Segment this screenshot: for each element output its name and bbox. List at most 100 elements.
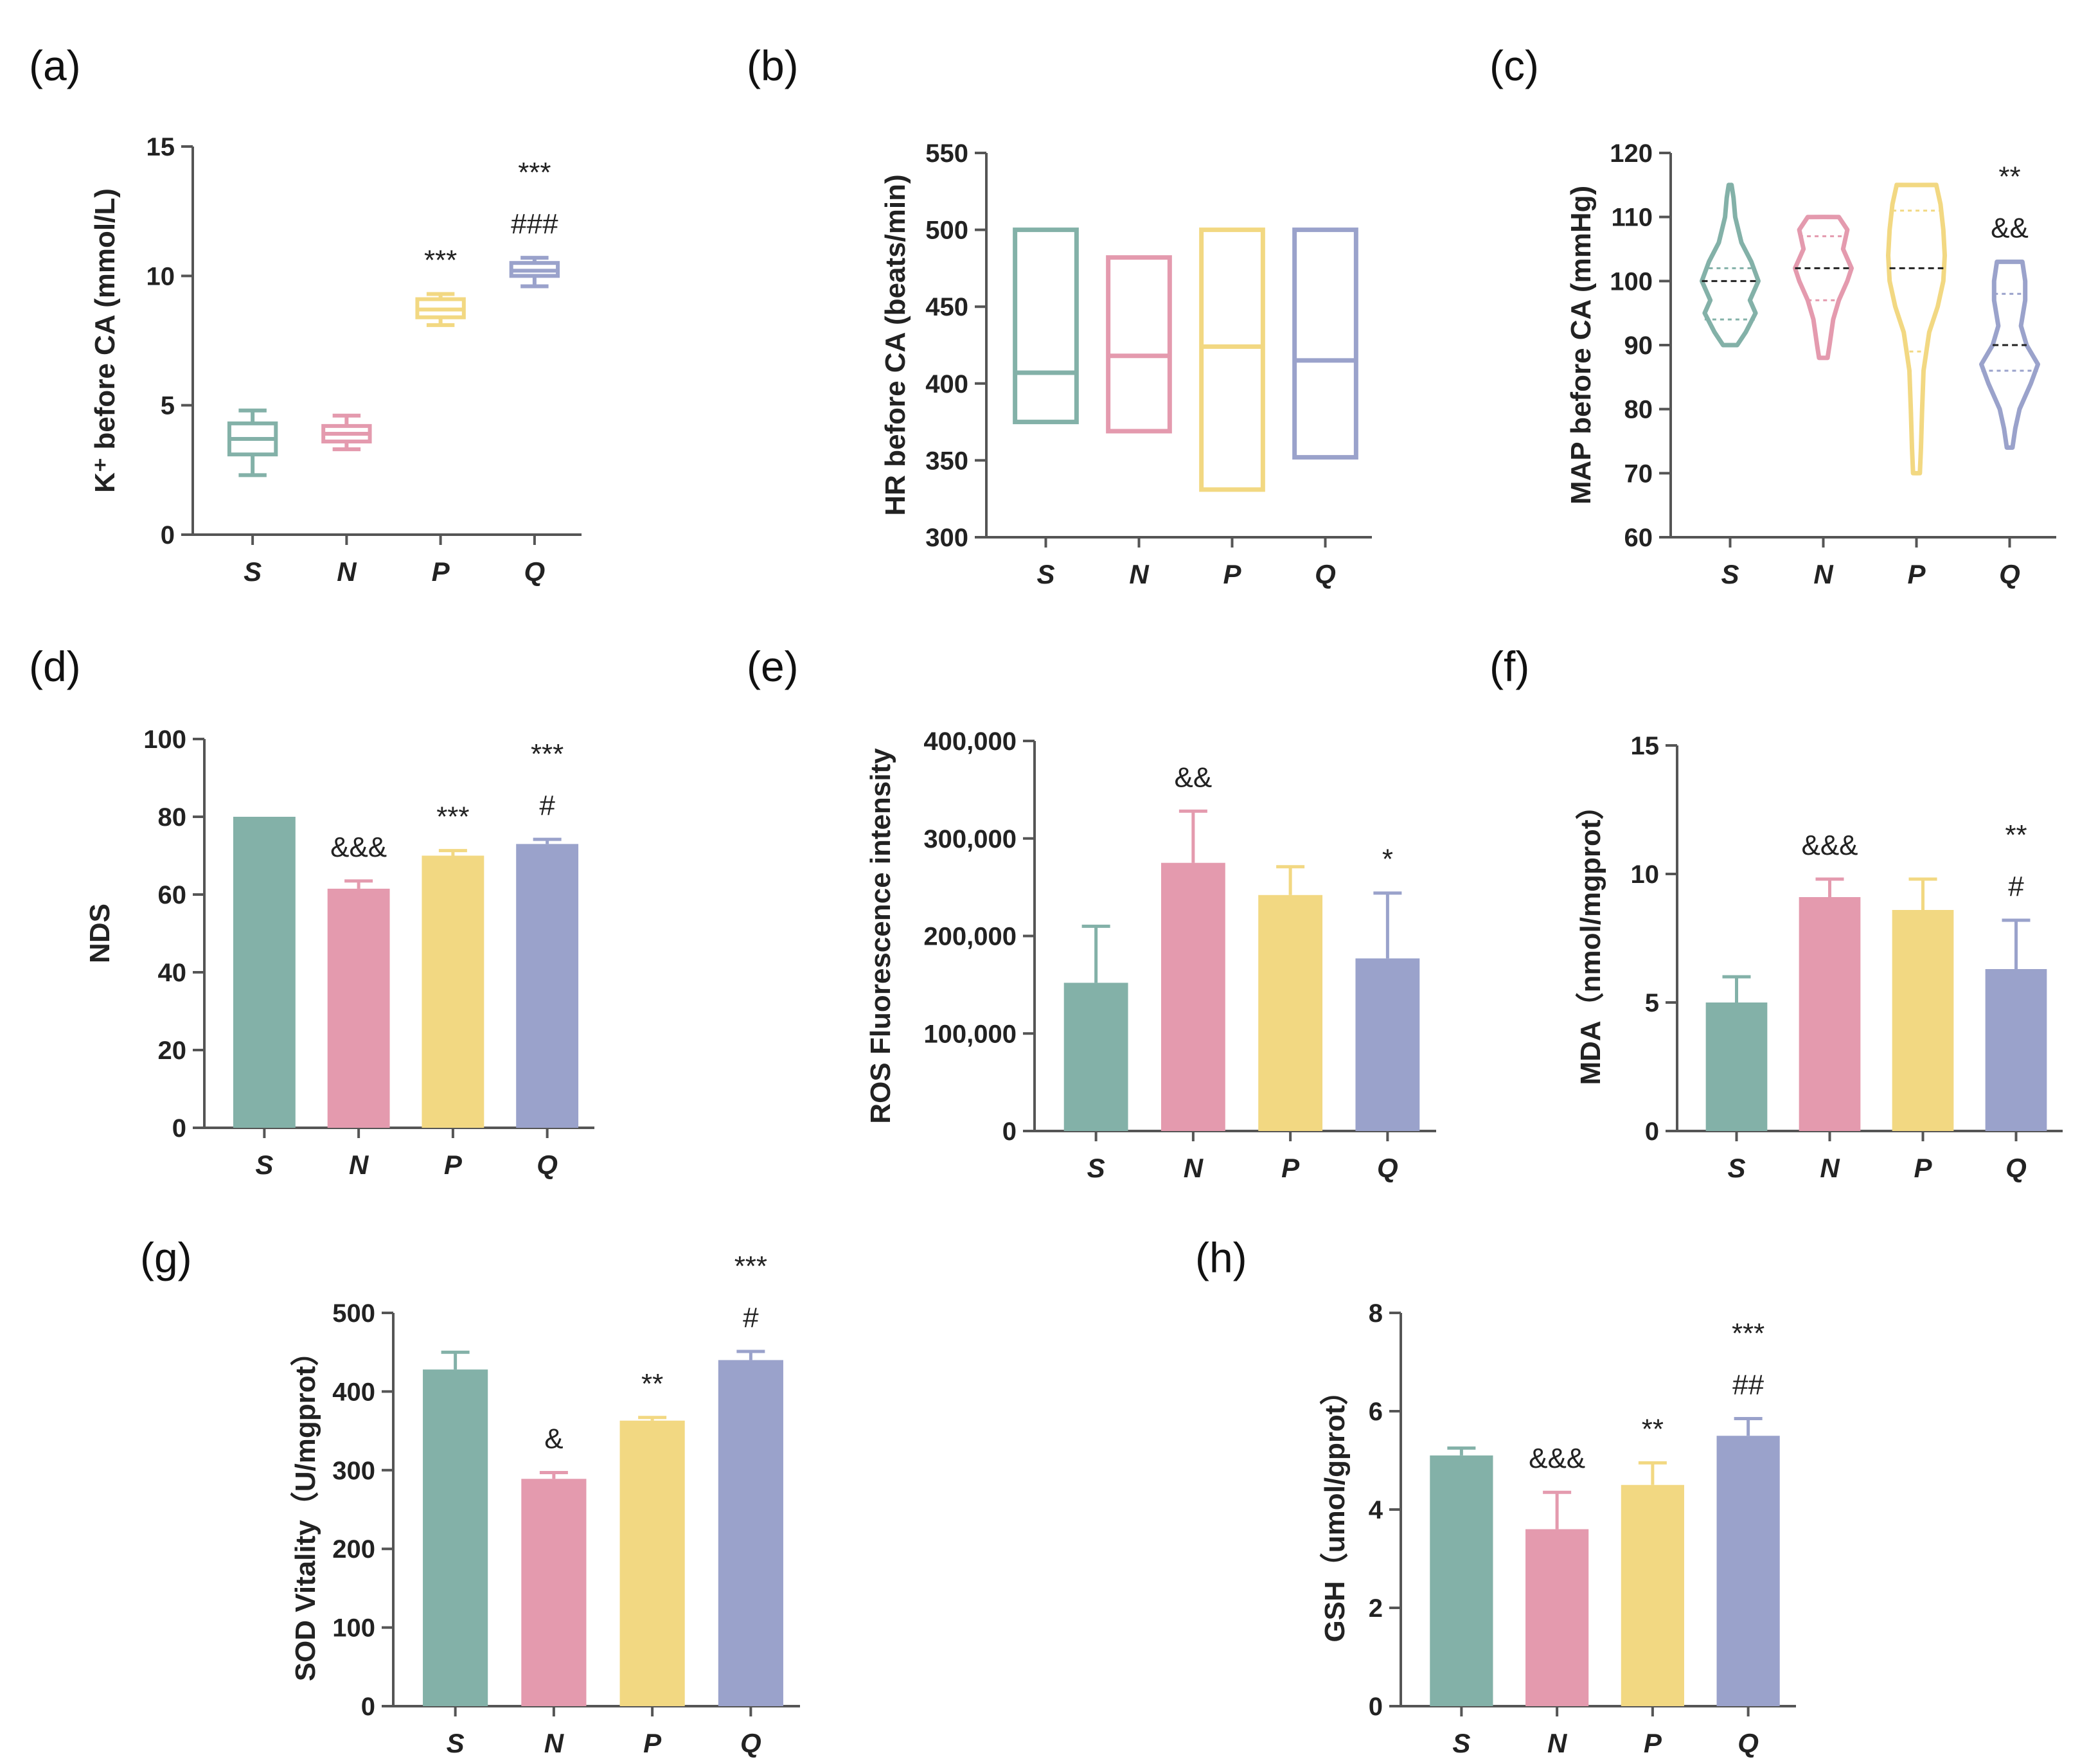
panel-label: (a): [29, 42, 81, 89]
y-tick-label: 20: [158, 1037, 187, 1065]
panel-label: (c): [1489, 42, 1539, 89]
y-axis-title: ROS Fluorescence intensity: [865, 748, 896, 1124]
y-tick-label: 100: [332, 1614, 375, 1643]
violin-S: [1700, 183, 1761, 348]
y-tick-label: 120: [1610, 139, 1653, 168]
y-tick-label: 0: [1645, 1118, 1659, 1146]
panel-label: (h): [1195, 1234, 1247, 1281]
bar-P: [619, 1420, 685, 1706]
panel-e: (e) 0 100,000 200,000 300,000 400,000 ROS Fluo…: [747, 643, 1436, 1184]
y-tick-label: 200,000: [923, 923, 1017, 951]
panel-d: (d) 0 20 40 60 80 100 NDS S N P Q &&& *** *** #: [29, 643, 594, 1180]
y-tick-label: 400: [925, 370, 968, 398]
y-axis-title: NDS: [84, 904, 116, 963]
significance-label: ***: [734, 1251, 767, 1282]
y-tick-label: 450: [925, 293, 968, 321]
y-tick-label: 90: [1624, 332, 1653, 360]
y-axis-title: GSH（umol/gprot）: [1319, 1376, 1351, 1642]
bar-N: [1799, 897, 1861, 1131]
x-tick-label: P: [1223, 559, 1241, 589]
y-tick-label: 5: [1645, 989, 1659, 1017]
y-tick-label: 10: [1631, 860, 1660, 889]
y-tick-label: 400,000: [923, 727, 1017, 756]
y-tick-label: 550: [925, 139, 968, 168]
x-tick-label: S: [1452, 1728, 1470, 1758]
y-tick-label: 0: [172, 1114, 186, 1143]
x-tick-label: Q: [1738, 1728, 1759, 1759]
y-tick-label: 100: [1610, 267, 1653, 296]
x-tick-label: N: [349, 1150, 369, 1180]
range-box-N: [1106, 255, 1172, 434]
bar-N: [327, 888, 390, 1128]
significance-label: &&&: [330, 832, 387, 863]
x-tick-label: N: [1129, 559, 1150, 589]
x-tick-label: Q: [740, 1728, 761, 1759]
y-tick-label: 80: [1624, 396, 1653, 424]
y-tick-label: 200: [332, 1535, 375, 1564]
significance-label: &&: [1175, 762, 1213, 793]
y-tick-label: 500: [332, 1299, 375, 1328]
y-tick-label: 6: [1369, 1398, 1383, 1426]
significance-label: ***: [531, 738, 564, 770]
y-axis-title: HR before CA (beats/min): [880, 174, 911, 515]
significance-label: #: [2008, 871, 2024, 902]
y-tick-label: 400: [332, 1378, 375, 1406]
y-tick-label: 110: [1611, 204, 1653, 232]
bar-N: [1160, 862, 1225, 1131]
panel-f: (f) 0 5 10 15 MDA（nmol/mgprot） S N P Q &&& ** #: [1489, 643, 2063, 1184]
significance-label: **: [1642, 1413, 1664, 1445]
bar-S: [1705, 1002, 1768, 1131]
significance-label: &&&: [1529, 1443, 1585, 1474]
panel-b: (b) 300 350 400 450 500 550 HR before CA (beats…: [747, 42, 1372, 590]
x-tick-label: Q: [1377, 1153, 1398, 1184]
significance-label: ***: [1732, 1317, 1765, 1349]
y-tick-label: 0: [161, 521, 175, 549]
y-tick-label: 70: [1624, 459, 1653, 488]
x-tick-label: P: [643, 1728, 662, 1758]
significance-label: **: [2005, 819, 2027, 851]
significance-label: ###: [511, 208, 558, 240]
bar-P: [1258, 895, 1323, 1131]
y-tick-label: 40: [158, 959, 187, 987]
bar-Q: [1355, 958, 1420, 1131]
significance-label: #: [743, 1302, 759, 1333]
y-tick-label: 300: [925, 524, 968, 552]
significance-label: ***: [436, 801, 469, 833]
y-axis-title: K⁺ before CA (mmol/L): [89, 188, 121, 493]
x-tick-label: N: [1184, 1153, 1204, 1183]
y-tick-label: 8: [1369, 1299, 1383, 1328]
y-tick-label: 500: [925, 217, 968, 245]
y-tick-label: 60: [158, 881, 187, 909]
y-tick-label: 5: [161, 392, 175, 420]
x-tick-label: S: [244, 557, 262, 587]
x-tick-label: S: [1727, 1153, 1745, 1183]
x-tick-label: N: [1813, 559, 1834, 589]
bar-P: [422, 855, 484, 1128]
y-tick-label: 100,000: [923, 1020, 1017, 1048]
y-tick-label: 60: [1624, 524, 1653, 552]
y-tick-label: 4: [1369, 1496, 1383, 1524]
bar-S: [423, 1369, 488, 1706]
violin-P: [1886, 183, 1947, 476]
x-tick-label: N: [544, 1728, 565, 1758]
bar-P: [1621, 1484, 1684, 1706]
panel-a: (a) 0 5 10 15 K⁺ before CA (mmol/L) S N P Q *** ***…: [29, 42, 582, 587]
bar-N: [1525, 1529, 1589, 1706]
y-tick-label: 0: [361, 1693, 375, 1721]
y-axis-title: MAP before CA (mmHg): [1565, 186, 1597, 504]
x-tick-label: Q: [524, 557, 546, 587]
significance-label: &&: [1991, 212, 2029, 244]
y-tick-label: 15: [1631, 732, 1660, 760]
x-tick-label: N: [1547, 1728, 1568, 1758]
significance-label: &: [544, 1423, 563, 1454]
y-tick-label: 300,000: [923, 825, 1017, 853]
y-axis-title: SOD Vitality（U/mgprot）: [290, 1338, 321, 1682]
x-tick-label: P: [432, 557, 450, 587]
panel-label: (d): [29, 643, 81, 690]
bar-Q: [1985, 969, 2047, 1131]
y-tick-label: 2: [1369, 1594, 1383, 1623]
x-tick-label: Q: [1315, 559, 1336, 590]
y-tick-label: 80: [158, 803, 187, 832]
x-tick-label: P: [1914, 1153, 1932, 1183]
